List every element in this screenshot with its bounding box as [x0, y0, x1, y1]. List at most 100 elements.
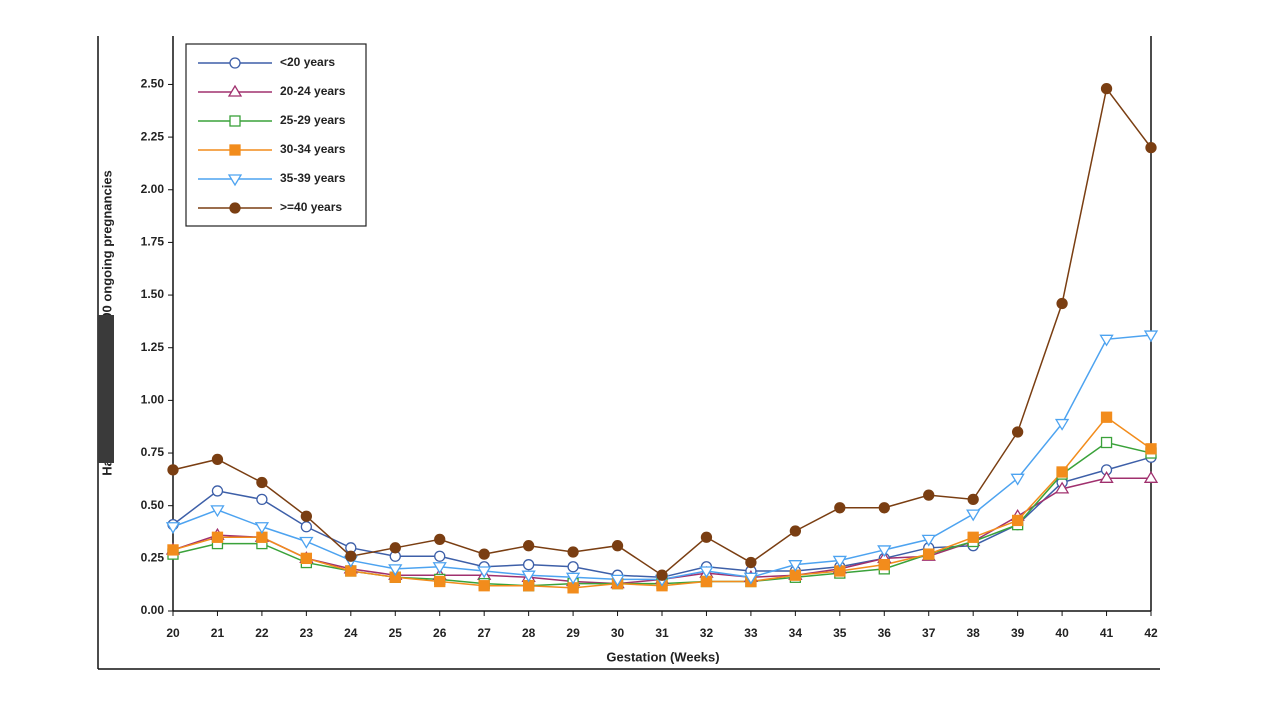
marker: [256, 493, 268, 506]
marker: [834, 502, 846, 514]
x-tick-label: 35: [833, 626, 847, 640]
marker: [789, 525, 802, 537]
marker: [478, 580, 490, 592]
marker: [878, 559, 890, 571]
marker: [967, 493, 979, 506]
marker: [389, 542, 401, 554]
marker: [434, 533, 446, 546]
marker: [167, 544, 179, 556]
marker: [610, 574, 625, 587]
marker: [877, 545, 892, 558]
x-tick-label: 37: [922, 626, 936, 640]
marker: [165, 522, 181, 535]
marker: [1099, 471, 1114, 483]
marker: [227, 174, 243, 187]
y-tick-label: 0.75: [141, 445, 165, 459]
marker: [878, 502, 890, 514]
marker: [1143, 330, 1159, 343]
x-tick-label: 34: [789, 626, 803, 640]
y-tick-label: 0.00: [141, 603, 165, 617]
x-tick-label: 33: [744, 626, 758, 640]
marker: [788, 560, 803, 572]
marker: [167, 464, 179, 476]
marker: [254, 522, 270, 535]
marker: [1054, 481, 1070, 494]
x-tick-label: 41: [1100, 626, 1114, 640]
marker: [1145, 443, 1157, 455]
marker: [611, 540, 624, 552]
y-tick-label: 1.00: [141, 393, 165, 407]
x-tick-label: 21: [211, 626, 225, 640]
x-axis-title: Gestation (Weeks): [606, 649, 719, 664]
marker: [345, 550, 357, 562]
y-tick-label: 1.75: [141, 235, 165, 249]
legend-label: 30-34 years: [280, 142, 346, 156]
marker: [210, 505, 225, 518]
marker: [699, 566, 714, 579]
marker: [229, 57, 241, 69]
marker: [1056, 466, 1068, 478]
marker: [743, 572, 759, 585]
x-tick-label: 32: [700, 626, 714, 640]
marker: [1143, 471, 1159, 483]
legend-label: 20-24 years: [280, 84, 346, 98]
marker: [477, 566, 492, 579]
marker: [521, 570, 536, 583]
marker: [300, 552, 313, 564]
marker: [966, 509, 981, 522]
x-tick-label: 25: [389, 626, 403, 640]
marker: [1100, 411, 1113, 423]
x-tick-label: 28: [522, 626, 536, 640]
x-tick-label: 39: [1011, 626, 1025, 640]
marker: [522, 540, 535, 552]
series-line: [172, 416, 1152, 589]
x-tick-label: 36: [878, 626, 892, 640]
x-tick-label: 20: [166, 626, 180, 640]
legend-label: <20 years: [280, 55, 335, 69]
marker: [832, 555, 847, 568]
marker: [567, 561, 579, 573]
y-tick-label: 2.25: [141, 129, 165, 143]
marker: [1054, 418, 1070, 431]
marker: [745, 556, 757, 569]
marker: [923, 489, 935, 501]
marker: [923, 548, 935, 560]
series-line: [172, 441, 1152, 587]
x-tick-label: 29: [566, 626, 580, 640]
x-tick-label: 27: [478, 626, 492, 640]
marker: [211, 453, 224, 466]
x-tick-label: 26: [433, 626, 447, 640]
marker: [1145, 141, 1157, 154]
marker: [227, 84, 243, 97]
x-tick-label: 24: [344, 626, 358, 640]
marker: [211, 485, 224, 497]
marker: [300, 510, 313, 522]
legend-box: [185, 43, 367, 227]
marker: [1056, 297, 1068, 310]
marker: [565, 572, 581, 585]
marker: [656, 569, 668, 581]
y-tick-label: 2.00: [141, 182, 165, 196]
x-tick-label: 31: [655, 626, 669, 640]
marker: [299, 536, 314, 549]
x-tick-label: 30: [611, 626, 625, 640]
marker: [1011, 426, 1024, 438]
legend-label: >=40 years: [280, 200, 342, 214]
marker: [522, 559, 535, 571]
x-tick-label: 23: [300, 626, 314, 640]
marker: [921, 534, 936, 547]
marker: [434, 550, 446, 562]
marker: [229, 202, 241, 214]
marker: [388, 564, 403, 577]
marker: [1099, 334, 1114, 347]
legend-label: 35-39 years: [280, 171, 346, 185]
marker: [434, 575, 446, 588]
marker: [1011, 514, 1024, 527]
marker: [478, 548, 490, 560]
x-tick-label: 38: [967, 626, 981, 640]
y-tick-label: 0.50: [141, 498, 165, 512]
marker: [211, 531, 224, 543]
y-tick-label: 0.25: [141, 551, 165, 565]
y-tick-label: 1.25: [141, 340, 165, 354]
